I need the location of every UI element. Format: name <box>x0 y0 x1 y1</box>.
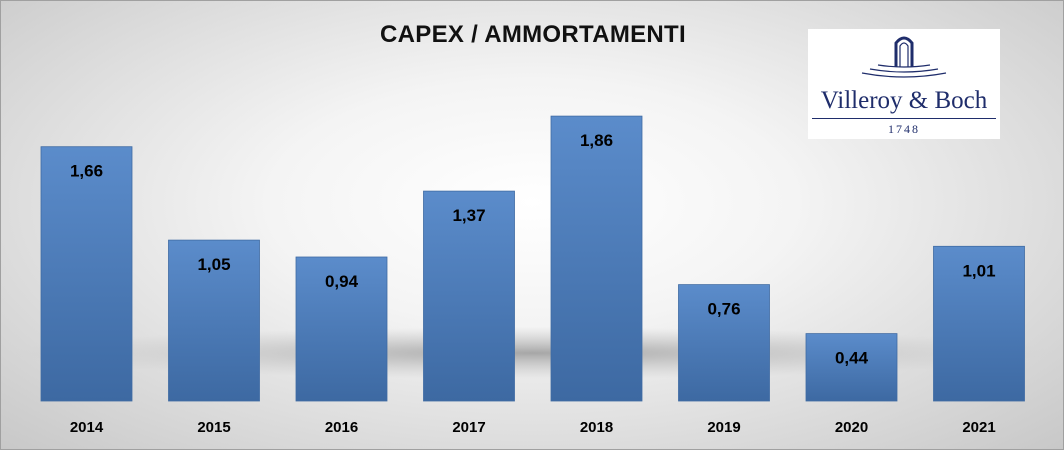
data-label-2020: 0,44 <box>835 349 869 368</box>
data-label-2014: 1,66 <box>70 162 103 181</box>
bar-2020 <box>805 333 898 402</box>
data-label-2016: 0,94 <box>325 272 359 291</box>
bar-2017 <box>423 190 515 402</box>
logo-divider <box>812 118 996 119</box>
floor-shadow <box>13 327 1053 379</box>
x-tick-label-2019: 2019 <box>707 419 740 436</box>
x-tick-label-2016: 2016 <box>325 419 358 436</box>
fountain-emblem-icon <box>861 36 947 78</box>
bar-2018 <box>550 115 643 402</box>
x-tick-label-2015: 2015 <box>197 419 230 436</box>
brand-logo: Villeroy & Boch 1748 <box>808 29 1000 139</box>
x-tick-label-2014: 2014 <box>70 419 104 436</box>
x-tick-label-2020: 2020 <box>835 419 868 436</box>
x-tick-label-2021: 2021 <box>962 419 995 436</box>
data-label-2018: 1,86 <box>580 131 613 150</box>
chart-title: CAPEX / AMMORTAMENTI <box>380 21 686 48</box>
bar-2015 <box>168 239 260 402</box>
bar-2021 <box>933 245 1025 402</box>
bar-2014 <box>40 146 133 402</box>
data-label-2017: 1,37 <box>452 206 485 225</box>
data-label-2021: 1,01 <box>962 261 995 280</box>
data-label-2015: 1,05 <box>197 255 230 274</box>
logo-wordmark: Villeroy & Boch <box>820 87 988 114</box>
bar-2016 <box>295 256 388 402</box>
x-tick-label-2017: 2017 <box>452 419 485 436</box>
x-tick-label-2018: 2018 <box>580 419 613 436</box>
bar-2019 <box>678 284 770 402</box>
data-label-2019: 0,76 <box>707 300 740 319</box>
logo-year: 1748 <box>888 122 920 136</box>
